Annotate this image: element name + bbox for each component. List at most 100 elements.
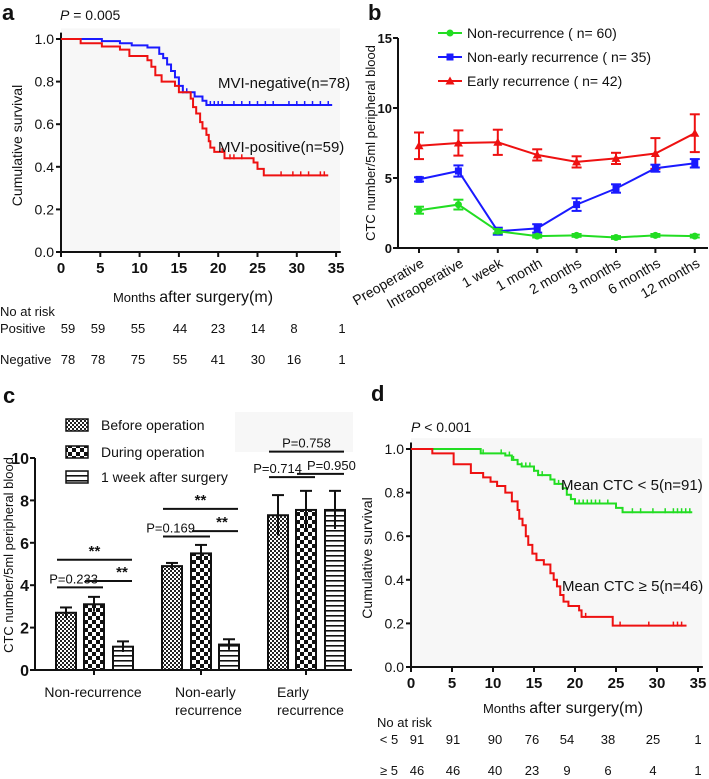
series-line-red <box>418 132 696 163</box>
significance-label: P=0.233 <box>49 571 98 586</box>
point-marker <box>493 137 503 146</box>
x-axis-label-main: after surgery(m) <box>159 289 273 306</box>
point-marker <box>572 157 582 166</box>
point-marker <box>415 175 423 183</box>
series-label: MVI-negative(n=78) <box>218 75 350 92</box>
point-marker <box>414 141 424 150</box>
x-tick-label: Early <box>277 684 309 700</box>
at-risk-row-label: ≥ 5 <box>380 763 398 778</box>
legend-label: Early recurrence ( n= 42) <box>467 73 622 89</box>
p-value-text: < 0.001 <box>420 419 471 435</box>
legend-label: Non-early recurrence ( n= 35) <box>467 49 651 65</box>
x-tick-label: Non-recurrence <box>44 684 141 700</box>
at-risk-count: 23 <box>211 321 225 336</box>
point-marker <box>650 149 660 157</box>
at-risk-count: 4 <box>649 763 656 778</box>
y-tick-label: 4 <box>20 578 29 595</box>
panel-label: b <box>368 0 381 25</box>
at-risk-count: 16 <box>287 352 301 367</box>
significance-label: P=0.758 <box>282 436 331 451</box>
y-tick-label: 10 <box>11 451 29 468</box>
legend-swatch <box>65 470 89 484</box>
y-tick-label: 0.0 <box>35 244 55 260</box>
survival-curve-red <box>61 38 329 177</box>
p-symbol: P <box>60 7 70 23</box>
series-line-blue <box>418 162 695 233</box>
at-risk-count: 6 <box>604 763 611 778</box>
p-value: P < 0.001 <box>411 419 472 435</box>
x-axis-label-main: after surgery(m) <box>529 700 643 717</box>
at-risk-count: 91 <box>446 732 460 747</box>
x-tick-label: 30 <box>649 675 666 692</box>
x-tick-label: recurrence <box>277 702 344 718</box>
series-line-green <box>418 203 695 239</box>
bar <box>55 611 77 672</box>
y-axis-label: Cumulative survival <box>9 85 25 206</box>
at-risk-count: 1 <box>338 321 345 336</box>
x-tick-label: 25 <box>249 260 266 277</box>
at-risk-count: 44 <box>173 321 187 336</box>
p-value-text: = 0.005 <box>69 7 120 23</box>
x-tick-label: 20 <box>567 675 584 692</box>
y-tick-label: 0.0 <box>385 659 405 675</box>
significance-label: P=0.169 <box>146 520 195 535</box>
point-marker <box>691 159 699 167</box>
point-marker <box>445 76 455 85</box>
point-marker <box>415 206 423 214</box>
point-marker <box>612 234 620 241</box>
at-risk-count: 41 <box>211 352 225 367</box>
survival-curve-red <box>411 448 687 627</box>
y-tick-label: 0 <box>385 241 392 256</box>
x-axis-label: Months after surgery(m) <box>483 700 643 717</box>
plot-background <box>411 438 703 667</box>
point-marker <box>533 224 541 232</box>
point-marker <box>453 138 463 147</box>
y-axis-label: CTC number/5ml peripheral blood <box>363 45 378 241</box>
significance-label: ** <box>216 514 228 531</box>
legend-swatch <box>65 418 89 432</box>
bar <box>267 514 289 671</box>
at-risk-row-label: Positive <box>0 321 46 336</box>
significance-label: ** <box>195 492 207 509</box>
at-risk-count: 78 <box>61 352 75 367</box>
at-risk-count: 1 <box>338 352 345 367</box>
legend-label: Non-recurrence ( n= 60) <box>467 25 617 41</box>
x-tick-label: 0 <box>407 675 415 692</box>
at-risk-count: 30 <box>251 352 265 367</box>
at-risk-count: 91 <box>410 732 424 747</box>
y-tick-label: 8 <box>20 493 29 510</box>
point-marker <box>454 201 462 209</box>
y-tick-label: 5 <box>385 171 392 186</box>
legend-swatch <box>65 445 89 459</box>
y-tick-label: 2 <box>20 621 29 638</box>
survival-curve-blue <box>61 38 333 107</box>
at-risk-count: 9 <box>563 763 570 778</box>
at-risk-row-label: < 5 <box>380 732 398 747</box>
panel-label: d <box>371 381 384 406</box>
y-tick-label: 0.6 <box>35 116 55 132</box>
y-tick-label: 0 <box>20 663 29 680</box>
y-tick-label: 0.2 <box>385 615 405 631</box>
x-tick-label: 35 <box>328 260 345 277</box>
point-marker <box>494 227 502 235</box>
legend-label: 1 week after surgery <box>101 469 228 485</box>
y-axis-label: CTC number/5ml peripheral blood <box>1 457 16 653</box>
point-marker <box>573 231 581 239</box>
p-symbol: P <box>411 419 421 435</box>
at-risk-title: No at risk <box>377 715 432 730</box>
at-risk-row-label: Negative <box>0 352 51 367</box>
x-tick-label: 10 <box>485 675 502 692</box>
plot-background <box>61 28 341 252</box>
y-tick-label: 0.8 <box>385 485 405 501</box>
at-risk-count: 46 <box>446 763 460 778</box>
bar <box>324 508 346 671</box>
at-risk-count: 25 <box>646 732 660 747</box>
y-tick-label: 1.0 <box>385 441 405 457</box>
significance-label: ** <box>116 564 128 581</box>
x-tick-label: 20 <box>210 260 227 277</box>
x-tick-label: 25 <box>608 675 625 692</box>
plot-background <box>235 412 353 452</box>
at-risk-count: 54 <box>560 732 574 747</box>
at-risk-count: 23 <box>525 763 539 778</box>
at-risk-count: 55 <box>131 321 145 336</box>
